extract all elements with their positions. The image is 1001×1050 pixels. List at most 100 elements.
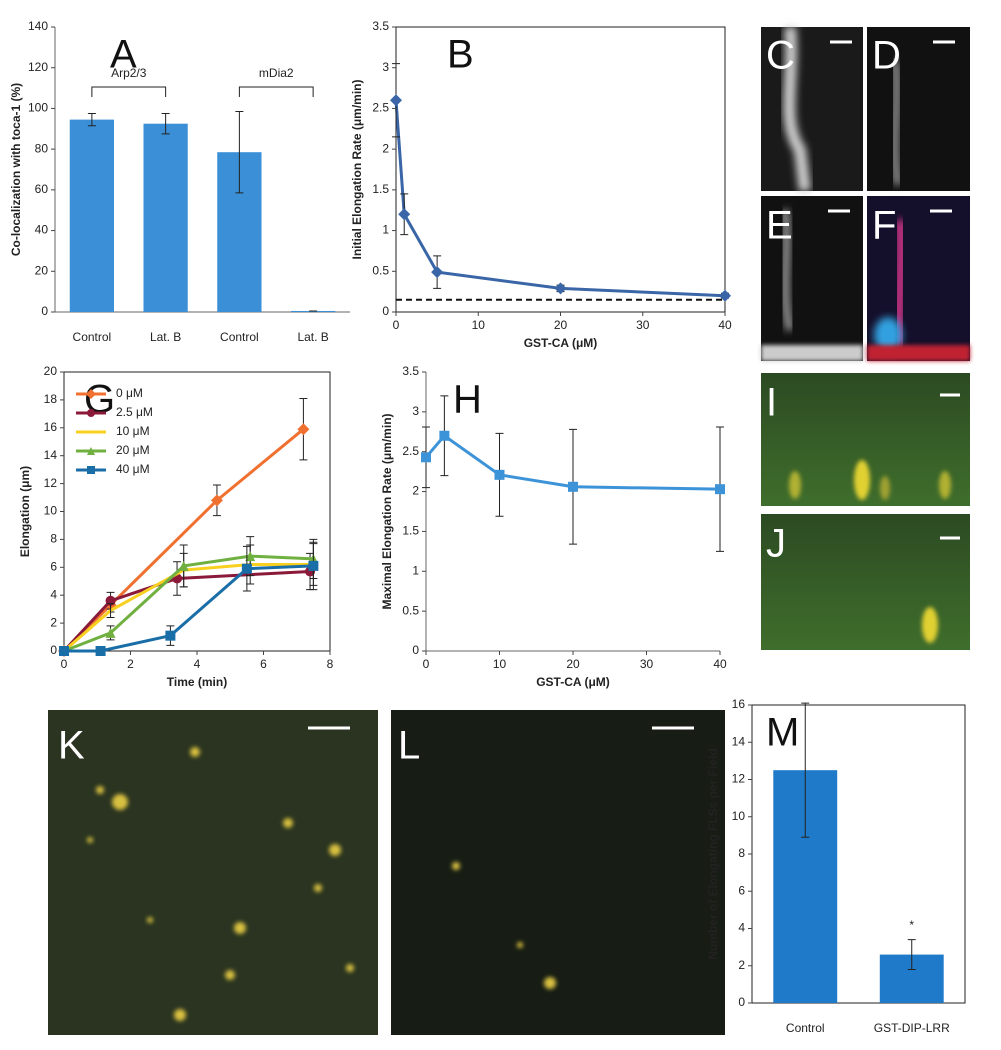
marker: [494, 469, 505, 480]
x-tick-label: 2: [127, 657, 134, 671]
panel-label: D: [872, 34, 901, 78]
marker: [59, 646, 69, 656]
panel-label: I: [766, 381, 777, 425]
y-tick-label: 14: [732, 734, 746, 748]
y-tick-label: 2: [382, 141, 389, 155]
marker: [95, 646, 106, 656]
x-tick-label: 4: [194, 657, 201, 671]
x-tick-label: 20: [566, 657, 580, 671]
error-bar: [161, 113, 170, 135]
marker: [210, 494, 223, 507]
x-tick-label: 0: [61, 657, 68, 671]
y-tick-label: 2.5: [402, 444, 419, 458]
y-tick-label: 12: [44, 476, 58, 490]
y-axis-title: Initial Elongation Rate (μm/min): [350, 79, 364, 259]
marker: [398, 208, 411, 221]
y-tick-label: 0: [41, 304, 48, 318]
y-tick-label: 6: [50, 559, 57, 573]
scale-bars: [308, 40, 960, 730]
image-e: [761, 196, 863, 361]
series-line: [62, 569, 311, 653]
group-label: Arp2/3: [111, 66, 147, 80]
y-tick-label: 0.5: [372, 263, 389, 277]
group-label: mDia2: [259, 66, 294, 80]
y-axis-title: Number of Elongating FLSs per Field: [706, 748, 720, 959]
image-c: [761, 27, 863, 191]
x-tick-label: Lat. B: [150, 330, 181, 344]
spot: [880, 476, 890, 500]
y-tick-label: 1.5: [372, 182, 389, 196]
y-tick-label: 140: [28, 19, 48, 33]
image-d: [867, 27, 970, 191]
x-tick-label: 10: [493, 657, 507, 671]
y-tick-label: 2: [50, 615, 57, 629]
marker: [87, 447, 95, 455]
marker: [439, 430, 450, 441]
error-bar: [907, 939, 916, 970]
panel-label: M: [766, 711, 799, 755]
y-tick-label: 100: [28, 101, 48, 115]
marker: [241, 563, 252, 574]
x-tick-label: Control: [220, 330, 259, 344]
x-tick-label: Control: [786, 1021, 825, 1035]
marker: [554, 282, 567, 295]
x-tick-label: GST-DIP-LRR: [874, 1021, 950, 1035]
legend-label: 10 μM: [116, 424, 150, 438]
x-tick-label: 30: [640, 657, 654, 671]
marker: [719, 289, 731, 302]
y-tick-label: 40: [35, 223, 49, 237]
y-tick-label: 2.5: [372, 101, 389, 115]
y-tick-label: 4: [738, 921, 745, 935]
legend-label: 0 μM: [116, 386, 143, 400]
marker: [87, 409, 95, 417]
spots: [452, 862, 556, 989]
panel-label: A: [110, 33, 137, 77]
spot: [789, 471, 801, 499]
y-tick-label: 8: [738, 846, 745, 860]
marker: [308, 560, 319, 571]
panel-label: J: [766, 522, 786, 566]
y-tick-label: 0: [382, 304, 389, 318]
x-tick-label: 40: [713, 657, 727, 671]
y-tick-label: 3.5: [402, 364, 419, 378]
marker: [715, 484, 725, 495]
legend-label: 20 μM: [116, 443, 150, 457]
bracket: [91, 86, 167, 97]
microscopy-images: [48, 26, 970, 1035]
image-l: [391, 710, 725, 1035]
image-j: [761, 514, 970, 650]
panel-label: F: [872, 204, 896, 248]
bar: [69, 119, 114, 312]
legend-label: 2.5 μM: [116, 405, 153, 419]
y-axis-title: Elongation (μm): [18, 466, 32, 557]
image-k: [48, 710, 378, 1035]
x-axis-title: GST-CA (μM): [524, 336, 598, 350]
y-tick-label: 12: [732, 772, 746, 786]
marker: [178, 560, 189, 571]
x-tick-label: 40: [718, 318, 732, 332]
panel-label: C: [766, 34, 795, 78]
x-tick-label: 0: [423, 657, 430, 671]
x-tick-label: 30: [636, 318, 650, 332]
y-tick-label: 16: [44, 420, 58, 434]
y-tick-label: 1.5: [402, 524, 419, 538]
error-bar: [235, 110, 244, 194]
x-axis-title: Time (min): [167, 675, 227, 689]
y-tick-label: 1: [412, 563, 419, 577]
x-tick-label: 0: [393, 318, 400, 332]
legend-label: 40 μM: [116, 462, 150, 476]
x-tick-label: 6: [260, 657, 267, 671]
y-tick-label: 3: [412, 404, 419, 418]
streak: [781, 209, 794, 331]
marker: [390, 94, 402, 107]
panel-label: L: [398, 724, 420, 768]
y-axis-title: Co-localization with toca-1 (%): [9, 83, 23, 256]
streak: [783, 26, 811, 192]
streak: [867, 345, 970, 361]
y-tick-label: 6: [738, 883, 745, 897]
series-line: [394, 100, 726, 298]
bar: [291, 310, 336, 312]
x-axis-title: GST-CA (μM): [536, 675, 610, 689]
